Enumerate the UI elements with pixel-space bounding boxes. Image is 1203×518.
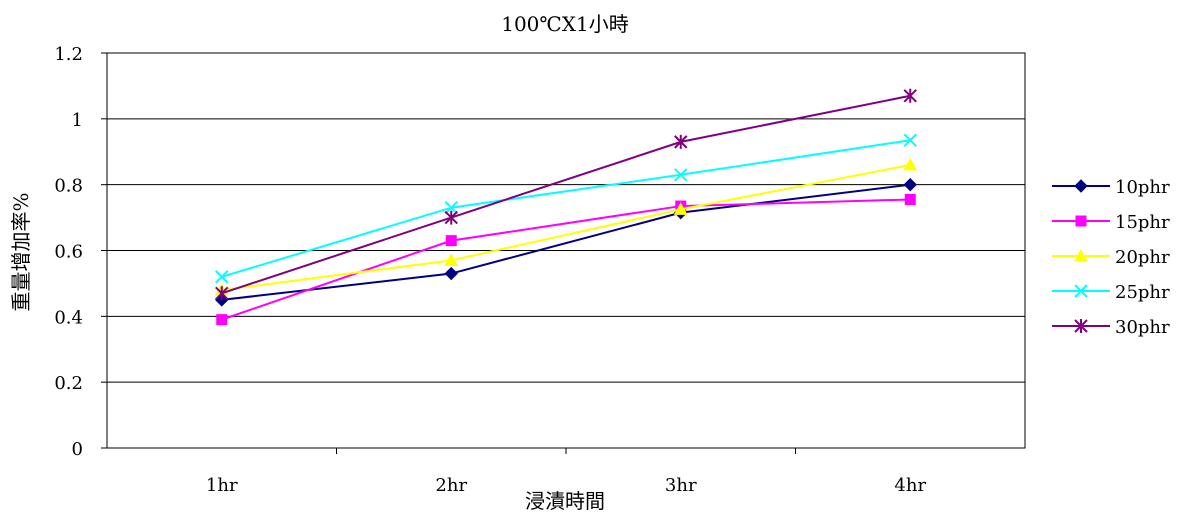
x-tick-label: 3hr [665, 475, 697, 496]
data-point [674, 168, 688, 182]
legend-item-30phr: 30phr [1052, 317, 1170, 338]
data-point [444, 201, 458, 215]
data-point [215, 270, 229, 284]
chart-title: 100℃X1小時 [501, 12, 629, 36]
data-point [215, 286, 229, 301]
series-line [221, 94, 911, 295]
legend-label: 15phr [1115, 212, 1170, 233]
data-point [445, 235, 457, 247]
y-tick-label: 1.2 [54, 44, 83, 65]
y-tick-label: 0.2 [54, 373, 83, 394]
series-line [221, 139, 911, 278]
series-30phr [215, 88, 917, 301]
series-25phr [215, 133, 917, 284]
y-axis-label: 重量增加率% [9, 192, 33, 311]
legend-marker [1074, 248, 1088, 262]
x-tick-label: 4hr [894, 475, 926, 496]
x-axis-label: 浸漬時間 [525, 489, 605, 513]
data-point [903, 177, 917, 192]
legend-label: 25phr [1115, 282, 1170, 303]
legend-item-20phr: 20phr [1052, 247, 1170, 268]
legend-label: 30phr [1115, 317, 1170, 338]
y-tick-label: 0.8 [54, 176, 83, 197]
legend-marker [1074, 179, 1088, 193]
data-point [903, 88, 917, 103]
legend-marker [1075, 215, 1087, 227]
legend-item-15phr: 15phr [1052, 212, 1170, 233]
data-point [216, 314, 228, 326]
x-tick-label: 1hr [206, 475, 238, 496]
y-tick-label: 0 [72, 439, 83, 460]
data-point [444, 210, 458, 225]
y-tick-label: 0.6 [54, 242, 83, 263]
y-tick-label: 0.4 [54, 307, 83, 328]
legend-marker [1074, 284, 1088, 298]
x-tick-label: 2hr [435, 475, 467, 496]
series-line [221, 163, 911, 291]
data-point [903, 133, 917, 147]
data-point [444, 266, 458, 281]
data-point [674, 134, 688, 149]
legend-marker [1074, 319, 1088, 333]
data-point [903, 157, 918, 171]
y-tick-label: 1 [72, 110, 83, 131]
series-line [221, 183, 911, 301]
legend-item-25phr: 25phr [1052, 282, 1170, 303]
data-point [444, 253, 459, 266]
legend: 10phr 15phr 20phr 25phr 30phr [1052, 177, 1170, 338]
legend-label: 20phr [1115, 247, 1170, 268]
series-line [221, 198, 911, 321]
series-10phr [215, 177, 917, 307]
data-point [904, 193, 916, 205]
plot-area: 0 0.2 0.4 0.6 0.8 1 1.2 1hr 2hr 3hr 4hr [54, 44, 1026, 496]
legend-item-10phr: 10phr [1052, 177, 1170, 198]
legend-label: 10phr [1115, 177, 1170, 198]
data-point [673, 202, 688, 215]
